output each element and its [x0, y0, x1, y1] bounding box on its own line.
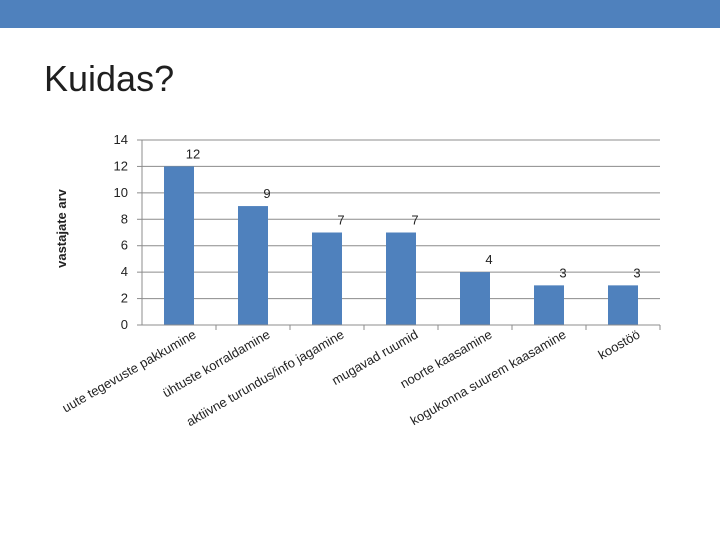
- y-tick-label: 12: [114, 158, 128, 173]
- y-axis-tick-labels: 0 2 4 6 8 10 12 14: [114, 132, 128, 332]
- bar-6: [608, 285, 638, 325]
- data-label: 9: [263, 186, 270, 201]
- x-category-label: koostöö: [596, 327, 643, 363]
- bar-1: [238, 206, 268, 325]
- bar-3: [386, 232, 416, 325]
- bars: [164, 166, 638, 325]
- slide-title: Kuidas?: [44, 58, 175, 99]
- bar-2: [312, 232, 342, 325]
- y-tick-label: 4: [121, 264, 128, 279]
- data-label: 3: [633, 265, 640, 280]
- bar-0: [164, 166, 194, 325]
- data-label: 7: [337, 213, 344, 228]
- data-label: 12: [186, 146, 200, 161]
- gridlines: [137, 139, 661, 330]
- bar-5: [534, 285, 564, 325]
- data-label: 4: [485, 252, 492, 267]
- y-tick-label: 6: [121, 238, 128, 253]
- y-axis-title: vastajate arv: [54, 188, 69, 268]
- y-tick-label: 8: [121, 211, 128, 226]
- data-label: 7: [411, 213, 418, 228]
- bar-4: [460, 272, 490, 325]
- data-labels: 12 9 7 7 4 3 3: [186, 146, 641, 280]
- data-label: 3: [559, 265, 566, 280]
- y-tick-label: 10: [114, 185, 128, 200]
- y-tick-label: 14: [114, 132, 128, 147]
- header-band: [0, 0, 720, 28]
- x-category-label: uute tegevuste pakkumine: [60, 327, 199, 416]
- y-tick-label: 0: [121, 317, 128, 332]
- y-tick-label: 2: [121, 291, 128, 306]
